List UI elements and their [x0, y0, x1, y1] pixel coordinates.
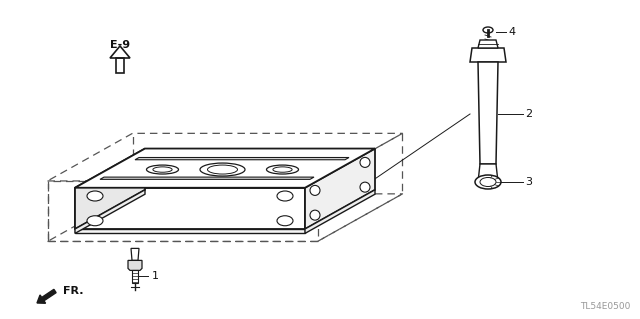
Polygon shape: [478, 62, 498, 164]
Text: 2: 2: [525, 109, 532, 119]
Ellipse shape: [475, 175, 501, 189]
Polygon shape: [75, 190, 145, 234]
Polygon shape: [305, 190, 375, 234]
Text: TL54E0500: TL54E0500: [580, 302, 630, 311]
Text: 1: 1: [152, 271, 159, 281]
FancyArrow shape: [37, 289, 56, 303]
Ellipse shape: [360, 182, 370, 192]
Ellipse shape: [266, 165, 298, 174]
Polygon shape: [100, 177, 314, 179]
Polygon shape: [478, 40, 498, 48]
Ellipse shape: [360, 157, 370, 167]
Text: FR.: FR.: [63, 286, 83, 296]
Ellipse shape: [310, 185, 320, 196]
Polygon shape: [135, 158, 349, 160]
Ellipse shape: [277, 191, 293, 201]
Polygon shape: [75, 149, 375, 188]
Ellipse shape: [87, 191, 103, 201]
Text: 3: 3: [525, 177, 532, 187]
Ellipse shape: [147, 165, 179, 174]
Ellipse shape: [87, 216, 103, 226]
Polygon shape: [305, 149, 375, 229]
Polygon shape: [478, 164, 498, 182]
Text: E-9: E-9: [110, 40, 130, 50]
Polygon shape: [128, 260, 142, 271]
Polygon shape: [132, 271, 138, 283]
Ellipse shape: [200, 163, 245, 176]
Ellipse shape: [310, 210, 320, 220]
Ellipse shape: [483, 27, 493, 33]
Polygon shape: [470, 48, 506, 62]
Ellipse shape: [207, 165, 239, 174]
Polygon shape: [75, 188, 305, 229]
Ellipse shape: [277, 216, 293, 226]
Polygon shape: [131, 249, 139, 260]
Polygon shape: [75, 149, 145, 229]
Polygon shape: [75, 229, 305, 234]
Text: 4: 4: [508, 27, 515, 37]
